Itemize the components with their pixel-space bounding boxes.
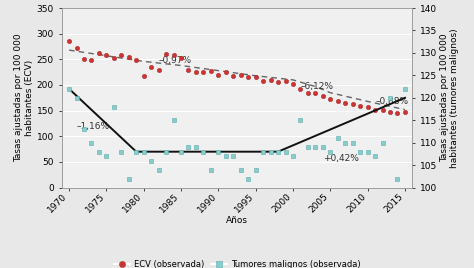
Text: –6,12%: –6,12% bbox=[301, 81, 333, 91]
Text: –0,88%: –0,88% bbox=[375, 97, 408, 106]
X-axis label: Años: Años bbox=[226, 216, 248, 225]
Text: –1,16%: –1,16% bbox=[76, 122, 109, 131]
Text: –0,97%: –0,97% bbox=[159, 57, 192, 65]
Y-axis label: Tasas ajustadas por 100 000
habitantes (tumores malignos): Tasas ajustadas por 100 000 habitantes (… bbox=[440, 28, 459, 168]
Legend: ECV (observada), ECV (regresión), Tumores malignos (observada), Tumores malignos: ECV (observada), ECV (regresión), Tumore… bbox=[114, 260, 360, 268]
Text: +0,42%: +0,42% bbox=[323, 154, 359, 163]
Y-axis label: Tasas ajustadas por 100 000
habitantes (ECV): Tasas ajustadas por 100 000 habitantes (… bbox=[15, 34, 34, 162]
